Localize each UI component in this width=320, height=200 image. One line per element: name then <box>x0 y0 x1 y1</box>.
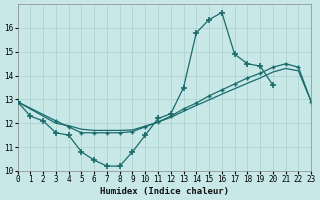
X-axis label: Humidex (Indice chaleur): Humidex (Indice chaleur) <box>100 187 229 196</box>
